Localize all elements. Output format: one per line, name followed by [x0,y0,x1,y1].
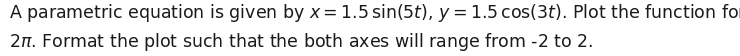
Text: A parametric equation is given by $x = 1.5\,\sin(5t)$, $y = 1.5\,\cos(3t)$. Plot: A parametric equation is given by $x = 1… [9,2,740,52]
